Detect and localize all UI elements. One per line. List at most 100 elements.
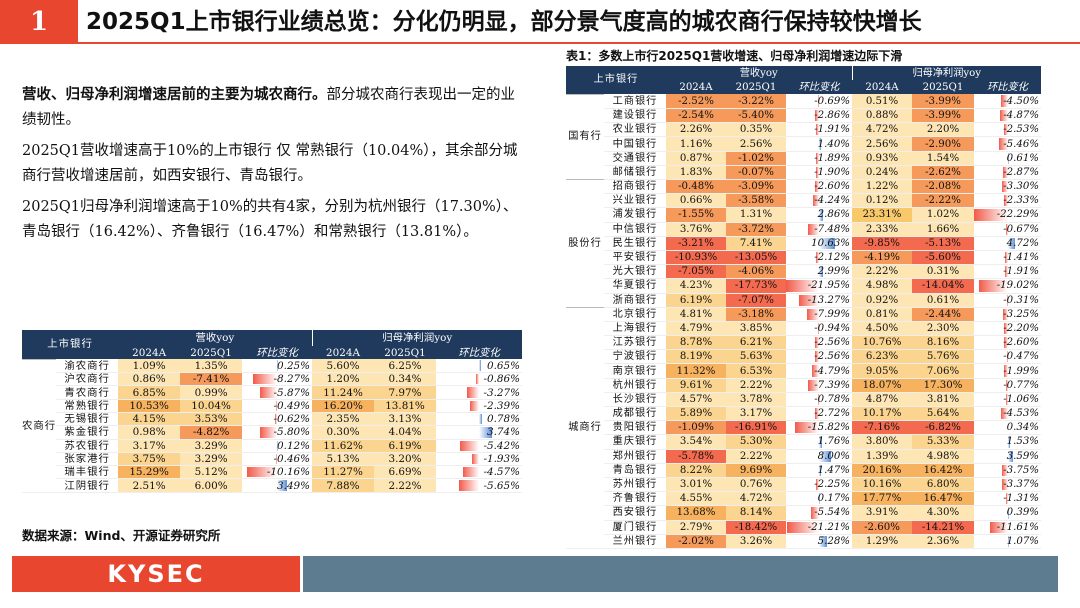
group-label: 农商行: [22, 358, 57, 493]
change-cell: 4.72%: [974, 236, 1041, 250]
value-cell: 4.79%: [666, 321, 726, 336]
change-cell: 0.34%: [974, 421, 1041, 435]
change-cell: -2.86%: [786, 109, 852, 123]
change-cell: -1.91%: [974, 265, 1041, 279]
table-row: 沪农商行 0.86% -7.41% -8.27% 1.20% 0.34% -0.86%: [22, 372, 522, 386]
table-row: 城商行 北京银行 4.81% -3.18% -7.99% 0.81% -2.44% -3.25…: [566, 306, 1041, 549]
change-bar: [795, 422, 819, 434]
value-cell: 3.78%: [726, 392, 786, 407]
change-bar: [819, 464, 822, 476]
change-bar: [478, 413, 482, 425]
change-value: -3.75%: [1003, 464, 1039, 476]
change-bar: [458, 480, 479, 491]
change-cell: 0.12%: [242, 439, 312, 452]
value-cell: 2.35%: [312, 412, 375, 426]
value-cell: 0.92%: [852, 293, 912, 308]
value-cell: 5.63%: [726, 349, 786, 364]
change-cell: -0.94%: [786, 321, 852, 335]
change-bar: [1007, 450, 1013, 462]
table-row: 常熟银行 10.53% 10.04% -0.49% 16.20% 13.81% -2.39%: [22, 399, 522, 413]
change-bar: [1003, 124, 1008, 136]
bank-name: 张家港行: [64, 453, 110, 466]
change-value: -1.41%: [1003, 252, 1039, 264]
change-value: -7.39%: [814, 379, 850, 391]
change-value: -0.69%: [814, 95, 850, 107]
value-cell: 3.80%: [852, 434, 912, 450]
bank-name: 渝农商行: [64, 359, 110, 372]
table-row: 西安银行 13.68% 8.14% -5.54% 3.91% 4.30% 0.39%: [566, 505, 1041, 520]
bank-name: 招商银行: [612, 181, 658, 193]
change-bar: [1006, 379, 1008, 391]
value-cell: 4.50%: [852, 321, 912, 336]
table-row: 股份行 招商银行 -0.48% -3.09% -2.60% 1.22% -2.08% -3.3…: [566, 179, 1041, 308]
change-value: -2.60%: [1003, 337, 1039, 349]
value-cell: 10.04%: [180, 399, 243, 413]
value-cell: 4.57%: [666, 392, 726, 407]
change-cell: -7.39%: [786, 378, 852, 392]
table-row: 中国银行 1.16% 2.56% 1.40% 2.56% -2.90% -5.46%: [566, 136, 1041, 152]
change-bar: [974, 209, 1008, 221]
change-bar: [999, 138, 1008, 150]
value-cell: 2.20%: [912, 122, 974, 137]
change-value: 1.07%: [1006, 535, 1039, 547]
change-cell: 0.25%: [242, 359, 312, 372]
bank-name: 上海银行: [612, 322, 658, 334]
change-bar: [275, 413, 278, 425]
change-cell: -4.79%: [786, 364, 852, 378]
change-value: -0.86%: [483, 373, 520, 386]
value-cell: 17.30%: [912, 378, 974, 393]
value-cell: 0.31%: [912, 264, 974, 279]
value-cell: 17.77%: [852, 491, 912, 506]
value-cell: -1.02%: [726, 151, 786, 166]
change-cell: -4.24%: [786, 194, 852, 208]
value-cell: 4.81%: [666, 307, 726, 322]
change-cell: -2.56%: [786, 350, 852, 364]
value-cell: 18.07%: [852, 378, 912, 393]
change-value: 0.34%: [1006, 422, 1039, 434]
change-cell: -11.61%: [974, 520, 1041, 534]
change-value: 2.86%: [817, 209, 850, 221]
change-value: -4.79%: [814, 365, 850, 377]
value-cell: 3.76%: [666, 222, 726, 237]
value-cell: -6.82%: [912, 420, 974, 435]
value-cell: 2.22%: [726, 449, 786, 464]
value-cell: 0.93%: [852, 151, 912, 166]
table-row: 重庆银行 3.54% 5.30% 1.76% 3.80% 5.33% 1.53%: [566, 434, 1041, 450]
value-cell: 0.99%: [180, 385, 243, 400]
change-bar: [812, 195, 819, 207]
change-value: -1.99%: [1003, 365, 1039, 377]
bank-name: 沪农商行: [64, 373, 110, 386]
value-cell: 0.87%: [666, 151, 726, 166]
bank-name: 杭州银行: [612, 379, 658, 391]
value-cell: 13.81%: [374, 399, 436, 413]
bank-name: 紫金银行: [64, 426, 110, 439]
rural-bank-table: 上市银行 营收yoy 归母净利润yoy 2024A 2025Q1 环比变化 2024A 202…: [22, 330, 522, 493]
value-cell: 0.35%: [726, 122, 786, 137]
change-value: -2.25%: [814, 479, 850, 491]
change-bar: [277, 480, 288, 491]
bank-name: 无锡银行: [64, 413, 110, 426]
value-cell: -5.78%: [666, 449, 726, 464]
change-value: -13.27%: [807, 294, 850, 306]
bank-name: 苏州银行: [612, 479, 658, 491]
value-cell: -3.22%: [726, 94, 786, 109]
table-row: 张家港行 3.75% 3.29% -0.46% 5.13% 3.20% -1.93%: [22, 452, 522, 466]
value-cell: 0.88%: [852, 108, 912, 123]
value-cell: 3.54%: [666, 434, 726, 450]
value-cell: 2.79%: [666, 520, 726, 535]
bank-name: 平安银行: [612, 252, 658, 264]
change-value: -21.95%: [807, 280, 850, 292]
change-value: 0.65%: [486, 359, 520, 372]
change-value: -2.33%: [1003, 195, 1039, 207]
header-2024a: 2024A: [118, 346, 181, 360]
change-bar: [819, 266, 824, 278]
value-cell: 5.64%: [912, 406, 974, 421]
value-cell: -2.54%: [666, 108, 726, 123]
value-cell: 0.98%: [118, 425, 181, 440]
change-cell: 1.07%: [974, 534, 1041, 548]
summary-paragraph-2: 2025Q1营收增速高于10%的上市银行 仅 常熟银行（10.04%），其余部分…: [22, 143, 518, 184]
header-2025q1: 2025Q1: [374, 346, 436, 360]
change-value: -5.42%: [483, 439, 520, 452]
change-value: -7.48%: [814, 223, 850, 235]
value-cell: 3.81%: [912, 392, 974, 407]
